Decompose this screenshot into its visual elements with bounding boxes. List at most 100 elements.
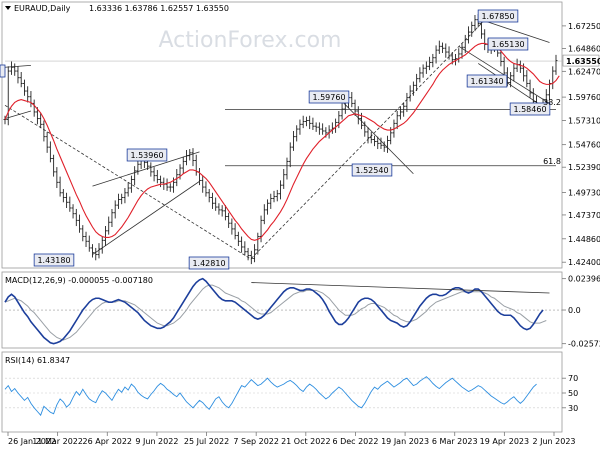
dropdown-triangle-icon [5, 6, 11, 10]
ohlc-bar [91, 244, 95, 258]
level-label-box [126, 148, 168, 162]
ohlc-bar [123, 188, 127, 204]
rsi-tick-label: 70 [568, 374, 578, 383]
x-tick-label: 19 Apr 2023 [480, 437, 529, 446]
x-tick-label: 21 Oct 2022 [281, 437, 330, 446]
ohlc-bar [191, 148, 195, 167]
ohlc-bar [428, 56, 432, 71]
ohlc-bar [340, 103, 344, 120]
ohlc-bar [81, 225, 85, 242]
x-tick-label: 25 Jul 2022 [184, 437, 229, 446]
level-label-box [487, 37, 529, 51]
ohlc-bar [155, 169, 159, 184]
ohlc-bar [55, 167, 59, 189]
ohlc-bar [434, 45, 438, 64]
ohlc-bar [84, 231, 88, 247]
ohlc-bar [411, 81, 415, 96]
ohlc-bar [220, 205, 224, 217]
ohlc-bar [479, 19, 483, 39]
ohlc-bar [473, 14, 477, 32]
price-tick-label: 1.57310 [568, 116, 600, 125]
level-label-box [466, 74, 508, 88]
ohlc-bar [65, 192, 69, 208]
ohlc-bar [87, 235, 91, 252]
ohlc-bar [236, 231, 240, 247]
ohlc-bar [97, 243, 101, 259]
macd-layer [4, 277, 562, 345]
rsi-tick-label: 50 [568, 389, 578, 398]
ohlc-bar [369, 131, 373, 144]
ohlc-bar [129, 175, 133, 193]
ohlc-bar [39, 112, 43, 129]
ohlc-bar [269, 193, 273, 209]
ohlc-bar [418, 67, 422, 83]
level-label: 1.59760 [312, 93, 345, 102]
macd-signal-line [4, 284, 547, 341]
ohlc-bar [217, 203, 221, 215]
ohlc-bar [288, 142, 292, 168]
ohlc-bar [405, 92, 409, 112]
ohlc-bar [295, 125, 299, 142]
ohlc-bar [246, 247, 250, 261]
ohlc-bar [266, 199, 270, 215]
ohlc-bar [518, 60, 522, 73]
ohlc-bar [152, 167, 156, 182]
level-label: 1.52540 [355, 166, 388, 175]
ohlc-bar [424, 61, 428, 74]
ohlc-bar [376, 136, 380, 150]
ohlc-bar [74, 208, 78, 227]
ohlc-bar [233, 223, 237, 240]
ma-line [4, 42, 560, 241]
ohlc-bar [42, 120, 46, 142]
ohlc-bar [71, 204, 75, 219]
ohlc-bar [26, 86, 30, 103]
ohlc-bar [22, 79, 26, 96]
ohlc-bar [379, 137, 383, 150]
ohlc-bar [385, 135, 389, 153]
ohlc-bar [353, 99, 357, 116]
ohlc-bar [188, 149, 192, 161]
ohlc-bar [408, 85, 412, 102]
level-label: 1.42810 [192, 259, 225, 268]
current-price-label: 1.63550 [566, 57, 600, 66]
level-label: 1.61340 [470, 77, 503, 86]
level-label-box [351, 163, 393, 177]
ohlc-bar [337, 110, 341, 129]
ohlc-bar [61, 188, 65, 203]
x-tick-label: 9 Jun 2022 [135, 437, 178, 446]
ohlc-bar [126, 182, 130, 197]
ohlc-bar [298, 119, 302, 135]
level-label: 1.53960 [130, 151, 163, 160]
ohlc-bar [554, 54, 558, 75]
ohlc-bar [421, 64, 425, 78]
level-label-box [33, 253, 75, 267]
ohlc-bar [528, 79, 532, 98]
level-label-box [509, 102, 551, 116]
level-label: 1.58460 [513, 105, 546, 114]
level-label-box [188, 256, 230, 270]
x-tick-label: 6 Mar 2023 [432, 437, 478, 446]
trendline [92, 151, 200, 187]
ohlc-bar [317, 122, 321, 135]
ohlc-bar [175, 169, 179, 187]
price-tick-label: 1.42400 [568, 258, 600, 267]
price-tick-label: 1.62470 [568, 67, 600, 76]
trendline [478, 18, 550, 43]
ohlc-bar [149, 162, 153, 177]
ohlc-bar [48, 141, 52, 163]
price-tick-label: 1.59760 [568, 93, 600, 102]
ohlc-bar [168, 183, 172, 192]
ohlc-bar [45, 131, 49, 153]
ohlc-bar [262, 204, 266, 225]
ohlc-bar [16, 66, 20, 84]
ohlc-bar [204, 181, 208, 197]
dashed-trendline [251, 16, 489, 259]
ohlc-bar [272, 190, 276, 203]
ohlc-bar [441, 42, 445, 53]
ohlc-bar [256, 232, 260, 255]
ohlc-bar [243, 241, 247, 256]
ohlc-bar [454, 53, 458, 66]
ohlc-bar [35, 107, 39, 125]
rsi-layer [4, 376, 562, 417]
